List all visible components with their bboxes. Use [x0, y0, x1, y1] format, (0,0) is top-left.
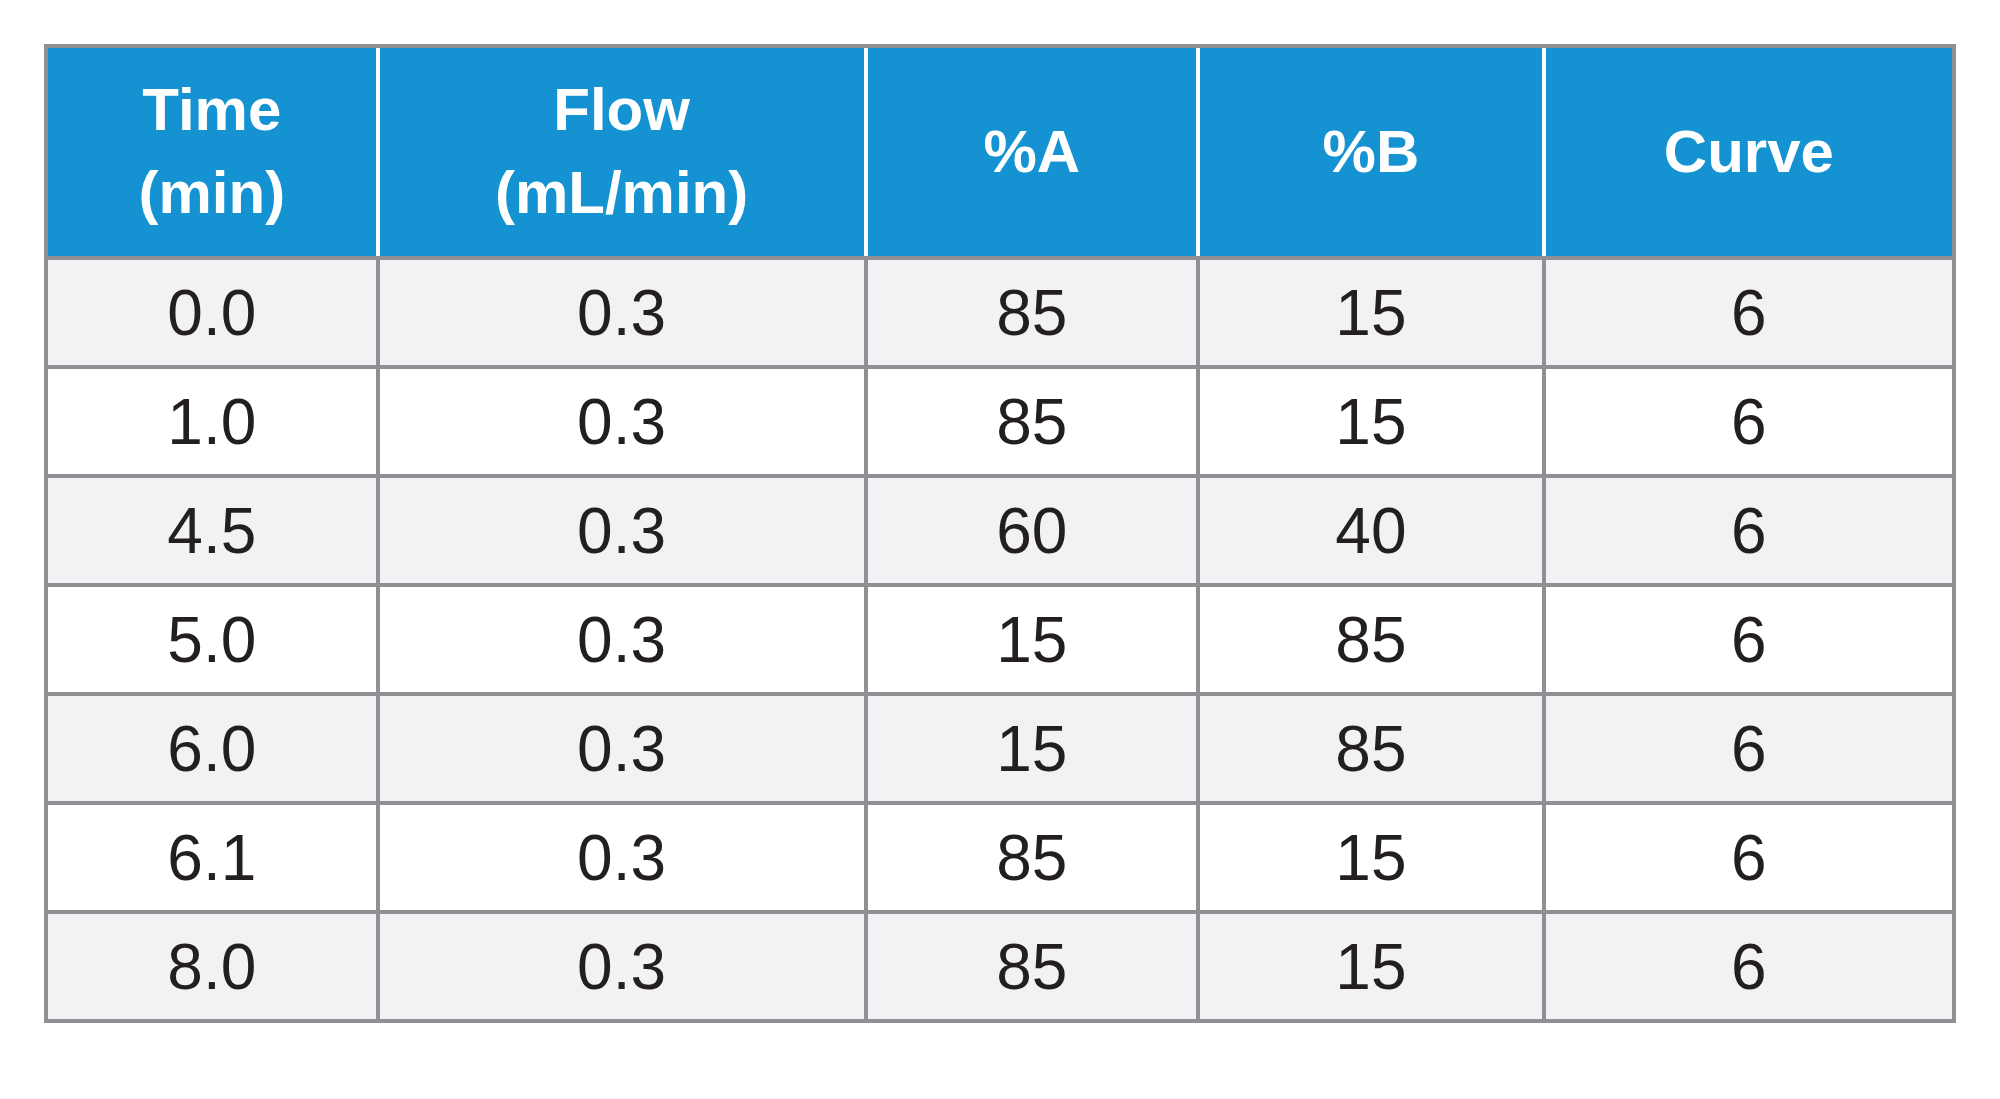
cell-time: 1.0 [48, 369, 376, 474]
table-row: 6.1 0.3 85 15 6 [48, 801, 1952, 910]
cell-pct-b: 85 [1196, 587, 1542, 692]
cell-pct-a: 85 [864, 805, 1197, 910]
cell-flow: 0.3 [376, 696, 864, 801]
cell-pct-a: 15 [864, 696, 1197, 801]
cell-time: 4.5 [48, 478, 376, 583]
cell-time: 0.0 [48, 260, 376, 365]
cell-flow: 0.3 [376, 587, 864, 692]
column-header-pct-b: %B [1196, 48, 1542, 256]
cell-flow: 0.3 [376, 805, 864, 910]
cell-pct-a: 15 [864, 587, 1197, 692]
cell-time: 6.1 [48, 805, 376, 910]
cell-curve: 6 [1542, 914, 1952, 1019]
cell-pct-a: 85 [864, 914, 1197, 1019]
cell-curve: 6 [1542, 587, 1952, 692]
cell-time: 8.0 [48, 914, 376, 1019]
cell-pct-b: 15 [1196, 369, 1542, 474]
cell-pct-b: 85 [1196, 696, 1542, 801]
gradient-table: Time (min) Flow (mL/min) %A %B Curve 0.0… [44, 44, 1956, 1023]
cell-curve: 6 [1542, 478, 1952, 583]
table-header-row: Time (min) Flow (mL/min) %A %B Curve [48, 48, 1952, 256]
cell-pct-b: 15 [1196, 805, 1542, 910]
cell-pct-a: 85 [864, 369, 1197, 474]
cell-time: 6.0 [48, 696, 376, 801]
column-header-curve: Curve [1542, 48, 1952, 256]
cell-pct-b: 15 [1196, 914, 1542, 1019]
cell-pct-b: 15 [1196, 260, 1542, 365]
cell-curve: 6 [1542, 696, 1952, 801]
cell-time: 5.0 [48, 587, 376, 692]
cell-curve: 6 [1542, 260, 1952, 365]
table-row: 4.5 0.3 60 40 6 [48, 474, 1952, 583]
cell-pct-a: 85 [864, 260, 1197, 365]
column-header-pct-a: %A [864, 48, 1197, 256]
column-header-flow: Flow (mL/min) [376, 48, 864, 256]
column-header-time: Time (min) [48, 48, 376, 256]
table-row: 6.0 0.3 15 85 6 [48, 692, 1952, 801]
table-row: 0.0 0.3 85 15 6 [48, 256, 1952, 365]
cell-flow: 0.3 [376, 478, 864, 583]
cell-flow: 0.3 [376, 260, 864, 365]
page: { "colors": { "header_bg": "#1492d2", "h… [0, 0, 2000, 1099]
table-row: 5.0 0.3 15 85 6 [48, 583, 1952, 692]
table-row: 1.0 0.3 85 15 6 [48, 365, 1952, 474]
cell-pct-b: 40 [1196, 478, 1542, 583]
cell-curve: 6 [1542, 369, 1952, 474]
cell-curve: 6 [1542, 805, 1952, 910]
cell-flow: 0.3 [376, 914, 864, 1019]
cell-flow: 0.3 [376, 369, 864, 474]
cell-pct-a: 60 [864, 478, 1197, 583]
table-row: 8.0 0.3 85 15 6 [48, 910, 1952, 1019]
